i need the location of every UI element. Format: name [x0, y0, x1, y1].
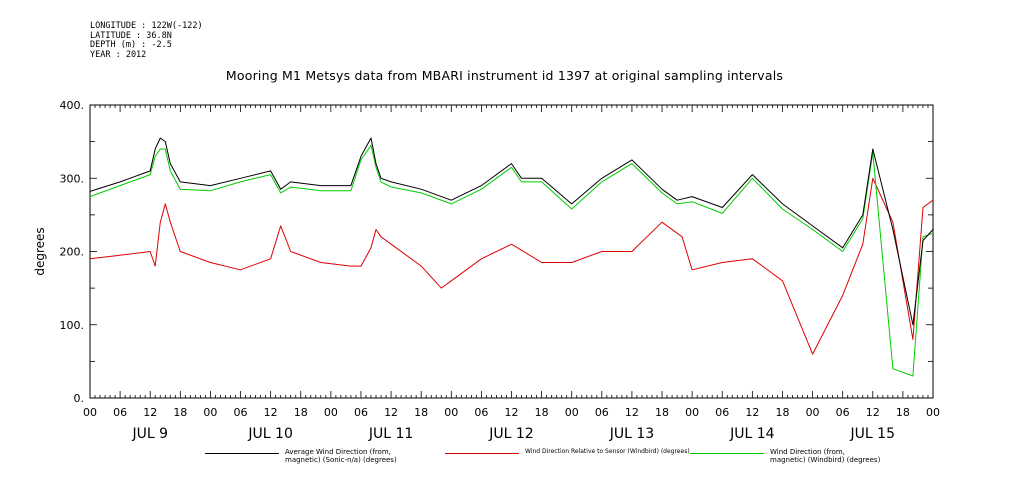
x-tick-label: 00 [203, 406, 217, 419]
x-tick-label: 12 [264, 406, 278, 419]
x-tick-label: 18 [775, 406, 789, 419]
day-label: JUL 15 [850, 426, 895, 442]
x-tick-label: 18 [535, 406, 549, 419]
legend-label-windbird: Wind Direction (from, magnetic) (Windbir… [770, 448, 881, 464]
y-tick-label: 400. [60, 99, 85, 112]
legend-swatch-green [690, 453, 764, 454]
x-tick-label: 18 [655, 406, 669, 419]
plot-frame [89, 104, 934, 399]
y-tick-label: 0. [74, 392, 85, 405]
y-tick-label: 100. [60, 319, 85, 332]
legend-entry-relative-wind: Wind Direction Relative to Sensor (Windb… [445, 448, 715, 468]
metadata-depth: DEPTH (m) : -2.5 [90, 40, 172, 50]
x-tick-label: 18 [294, 406, 308, 419]
x-tick-label: 00 [565, 406, 579, 419]
metadata-latitude: LATITUDE : 36.8N [90, 30, 172, 41]
x-tick-label: 06 [836, 406, 850, 419]
x-tick-label: 06 [595, 406, 609, 419]
x-tick-label: 00 [685, 406, 699, 419]
metadata-year: YEAR : 2012 [90, 49, 147, 60]
x-tick-label: 12 [745, 406, 759, 419]
legend-entry-windbird: Wind Direction (from, magnetic) (Windbir… [690, 448, 930, 468]
x-tick-label: 06 [354, 406, 368, 419]
y-tick-label: 200. [60, 246, 85, 259]
chart-title: Mooring M1 Metsys data from MBARI instru… [225, 68, 784, 83]
metadata-longitude: LONGITUDE : 122W(-122) [90, 21, 203, 31]
legend-swatch-red [445, 453, 519, 454]
x-tick-label: 00 [926, 406, 940, 419]
legend-label-average-wind: Average Wind Direction (from, magnetic) … [285, 448, 397, 464]
legend-swatch-black [205, 453, 279, 454]
day-label: JUL 14 [729, 426, 775, 442]
x-tick-label: 12 [625, 406, 639, 419]
y-axis-label: degrees [33, 227, 47, 275]
legend-entry-average-wind: Average Wind Direction (from, magnetic) … [205, 448, 445, 468]
day-label: JUL 12 [488, 426, 533, 442]
day-label: JUL 13 [609, 426, 654, 442]
legend-label-relative-wind: Wind Direction Relative to Sensor (Windb… [525, 448, 690, 455]
x-tick-label: 00 [324, 406, 338, 419]
x-tick-label: 00 [83, 406, 97, 419]
x-tick-label: 18 [173, 406, 187, 419]
x-tick-label: 00 [444, 406, 458, 419]
metadata-block: LONGITUDE : 122W(-122) LATITUDE : 36.8N … [90, 21, 203, 60]
series-windbird-line [89, 144, 934, 377]
x-tick-label: 12 [143, 406, 157, 419]
x-tick-label: 00 [806, 406, 820, 419]
x-tick-label: 06 [234, 406, 248, 419]
series-average-wind-line [89, 137, 934, 326]
day-label: JUL 11 [368, 426, 413, 442]
series-relative-wind-line [89, 177, 934, 355]
day-label: JUL 9 [131, 426, 168, 442]
x-tick-label: 06 [113, 406, 127, 419]
x-tick-label: 18 [896, 406, 910, 419]
x-tick-label: 12 [384, 406, 398, 419]
x-tick-label: 06 [474, 406, 488, 419]
day-label: JUL 10 [247, 426, 292, 442]
x-tick-label: 06 [715, 406, 729, 419]
x-tick-label: 12 [505, 406, 519, 419]
x-tick-label: 12 [866, 406, 880, 419]
y-tick-label: 300. [60, 172, 85, 185]
x-tick-label: 18 [414, 406, 428, 419]
